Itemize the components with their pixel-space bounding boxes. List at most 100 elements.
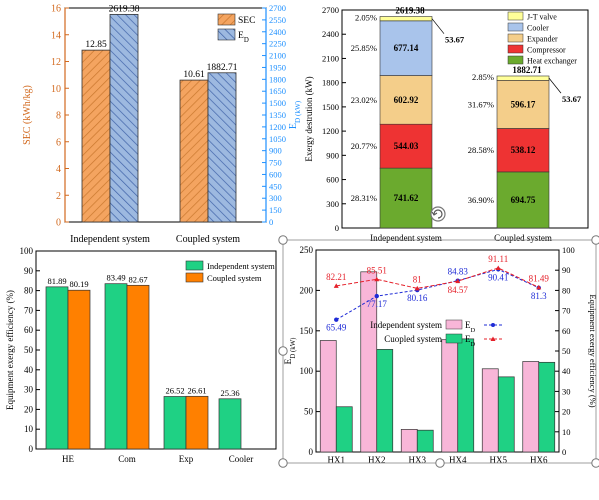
legend-marker (491, 323, 495, 327)
legend-swatch (507, 22, 524, 32)
legend-swatch-ed (217, 28, 236, 41)
x-category-label: Exp (179, 454, 194, 464)
rotate-handle-icon[interactable] (430, 206, 446, 222)
segment-value-label: 677.14 (394, 43, 419, 53)
legend-swatch (445, 319, 463, 330)
bar-hx-ed (335, 406, 353, 453)
legend-swatch (507, 11, 524, 21)
x-category-label: HX1 (328, 455, 346, 465)
jt-value-label: 53.67 (562, 94, 582, 104)
bar-hx-ed (376, 349, 394, 453)
data-label-efficiency: 83.49 (106, 273, 125, 283)
bar-efficiency (67, 289, 91, 450)
segment-percent-label: 28.31% (351, 193, 377, 203)
resize-handle[interactable] (278, 458, 288, 468)
y2-tick-label: 2100 (269, 51, 286, 61)
legend-swatch (507, 55, 524, 65)
legend-swatch (507, 33, 524, 43)
legend-label: Coupled system (207, 273, 262, 283)
y-tick-label: 2400 (322, 29, 339, 39)
segment-percent-label: 28.58% (468, 145, 494, 155)
y2-axis-label: Equipment exergy efficiency (%) (588, 294, 598, 407)
rotate-arrow-head (431, 211, 438, 216)
y-tick-label: 60 (24, 325, 34, 335)
data-label-ed: 1882.71 (207, 63, 238, 73)
y-tick-label: 6 (56, 137, 61, 148)
resize-handle[interactable] (278, 235, 288, 245)
stack-segment (379, 123, 433, 169)
stack-total-label: 1882.71 (512, 65, 542, 75)
efficiency-label-coupled: 82.21 (326, 272, 346, 282)
rotate-handle-ring (430, 206, 446, 222)
segment-value-label: 538.12 (511, 145, 536, 155)
y2-tick-label: 1050 (269, 134, 286, 144)
y-axis-label: SEC (kWh/kg) (22, 85, 33, 145)
data-label-efficiency: 25.36 (220, 388, 239, 398)
bar-efficiency (45, 286, 69, 450)
segment-value-label: 741.62 (394, 193, 419, 203)
x-category-label: Independent system (70, 234, 150, 245)
efficiency-label-coupled: 84.57 (448, 285, 469, 295)
efficiency-label-independent: 80.16 (407, 293, 428, 303)
x-category-label: Com (118, 454, 136, 464)
efficiency-line (336, 267, 539, 289)
segment-percent-label: 23.02% (351, 95, 377, 105)
efficiency-label-independent: 90.41 (488, 272, 508, 282)
y-tick-label: 100 (20, 246, 34, 256)
x-category-label: HE (62, 454, 74, 464)
legend-label: Heat exchanger (527, 57, 577, 66)
legend-label: Cooler (527, 24, 549, 33)
y-tick-label: 300 (326, 199, 339, 209)
segment-percent-label: 2.85% (472, 72, 494, 82)
data-label-efficiency: 82.67 (128, 274, 147, 284)
bar-efficiency (218, 398, 242, 450)
y2-tick-label: 1500 (269, 98, 286, 108)
resize-handle[interactable] (591, 458, 599, 468)
y2-tick-label: 2700 (269, 3, 286, 13)
bar-ed (207, 72, 237, 223)
y2-tick-label: 1950 (269, 62, 286, 72)
y2-tick-label: 20 (562, 407, 571, 417)
y-tick-label: 12 (51, 57, 61, 68)
x-category-label: Coupled system (494, 233, 552, 243)
y-tick-label: 4 (56, 164, 61, 175)
resize-handle[interactable] (591, 235, 599, 245)
resize-handle[interactable] (278, 346, 288, 356)
y2-tick-label: 1650 (269, 86, 286, 96)
legend-label: Independent system (207, 261, 275, 271)
data-label-efficiency: 81.89 (47, 276, 66, 286)
y-tick-label: 1800 (322, 78, 339, 88)
legend-ed-label: ED (465, 320, 476, 334)
y-tick-label: 16 (51, 4, 61, 15)
y2-tick-label: 60 (562, 326, 571, 336)
y-tick-label: 200 (300, 285, 314, 295)
y2-tick-label: 2550 (269, 15, 286, 25)
plot-frame (341, 9, 589, 229)
segment-percent-label: 31.67% (468, 99, 494, 109)
legend-swatch (507, 44, 524, 54)
data-label-sec: 10.61 (183, 70, 205, 80)
bar-hx-ed (400, 429, 418, 453)
bar-sec (179, 79, 209, 223)
efficiency-label-independent: 65.49 (326, 323, 347, 333)
efficiency-label-independent: 84.83 (448, 267, 469, 277)
bar-hx-ed (416, 429, 434, 453)
efficiency-label-coupled: 81.49 (529, 273, 550, 283)
bar-efficiency (163, 396, 187, 450)
y-tick-label: 1500 (322, 102, 339, 112)
jt-pointer-line (431, 18, 445, 34)
y-tick-label: 0 (309, 447, 314, 457)
legend-label: Cuopled system (384, 334, 442, 344)
efficiency-label-independent: 77.17 (367, 299, 388, 309)
x-category-label: Coupled system (176, 234, 240, 245)
chart-equipment-efficiency: 0 10 20 30 40 50 60 70 80 90 100 Equipment exergy e… (5, 246, 277, 464)
y-tick-label: 600 (326, 175, 339, 185)
bar-efficiency (126, 284, 150, 450)
data-label-efficiency: 26.52 (165, 385, 184, 395)
bar-hx-ed (441, 339, 459, 453)
resize-handle[interactable] (435, 458, 445, 468)
legend-label: J-T valve (527, 13, 557, 22)
y2-tick-label: 70 (562, 306, 571, 316)
x-category-label: HX6 (530, 455, 548, 465)
